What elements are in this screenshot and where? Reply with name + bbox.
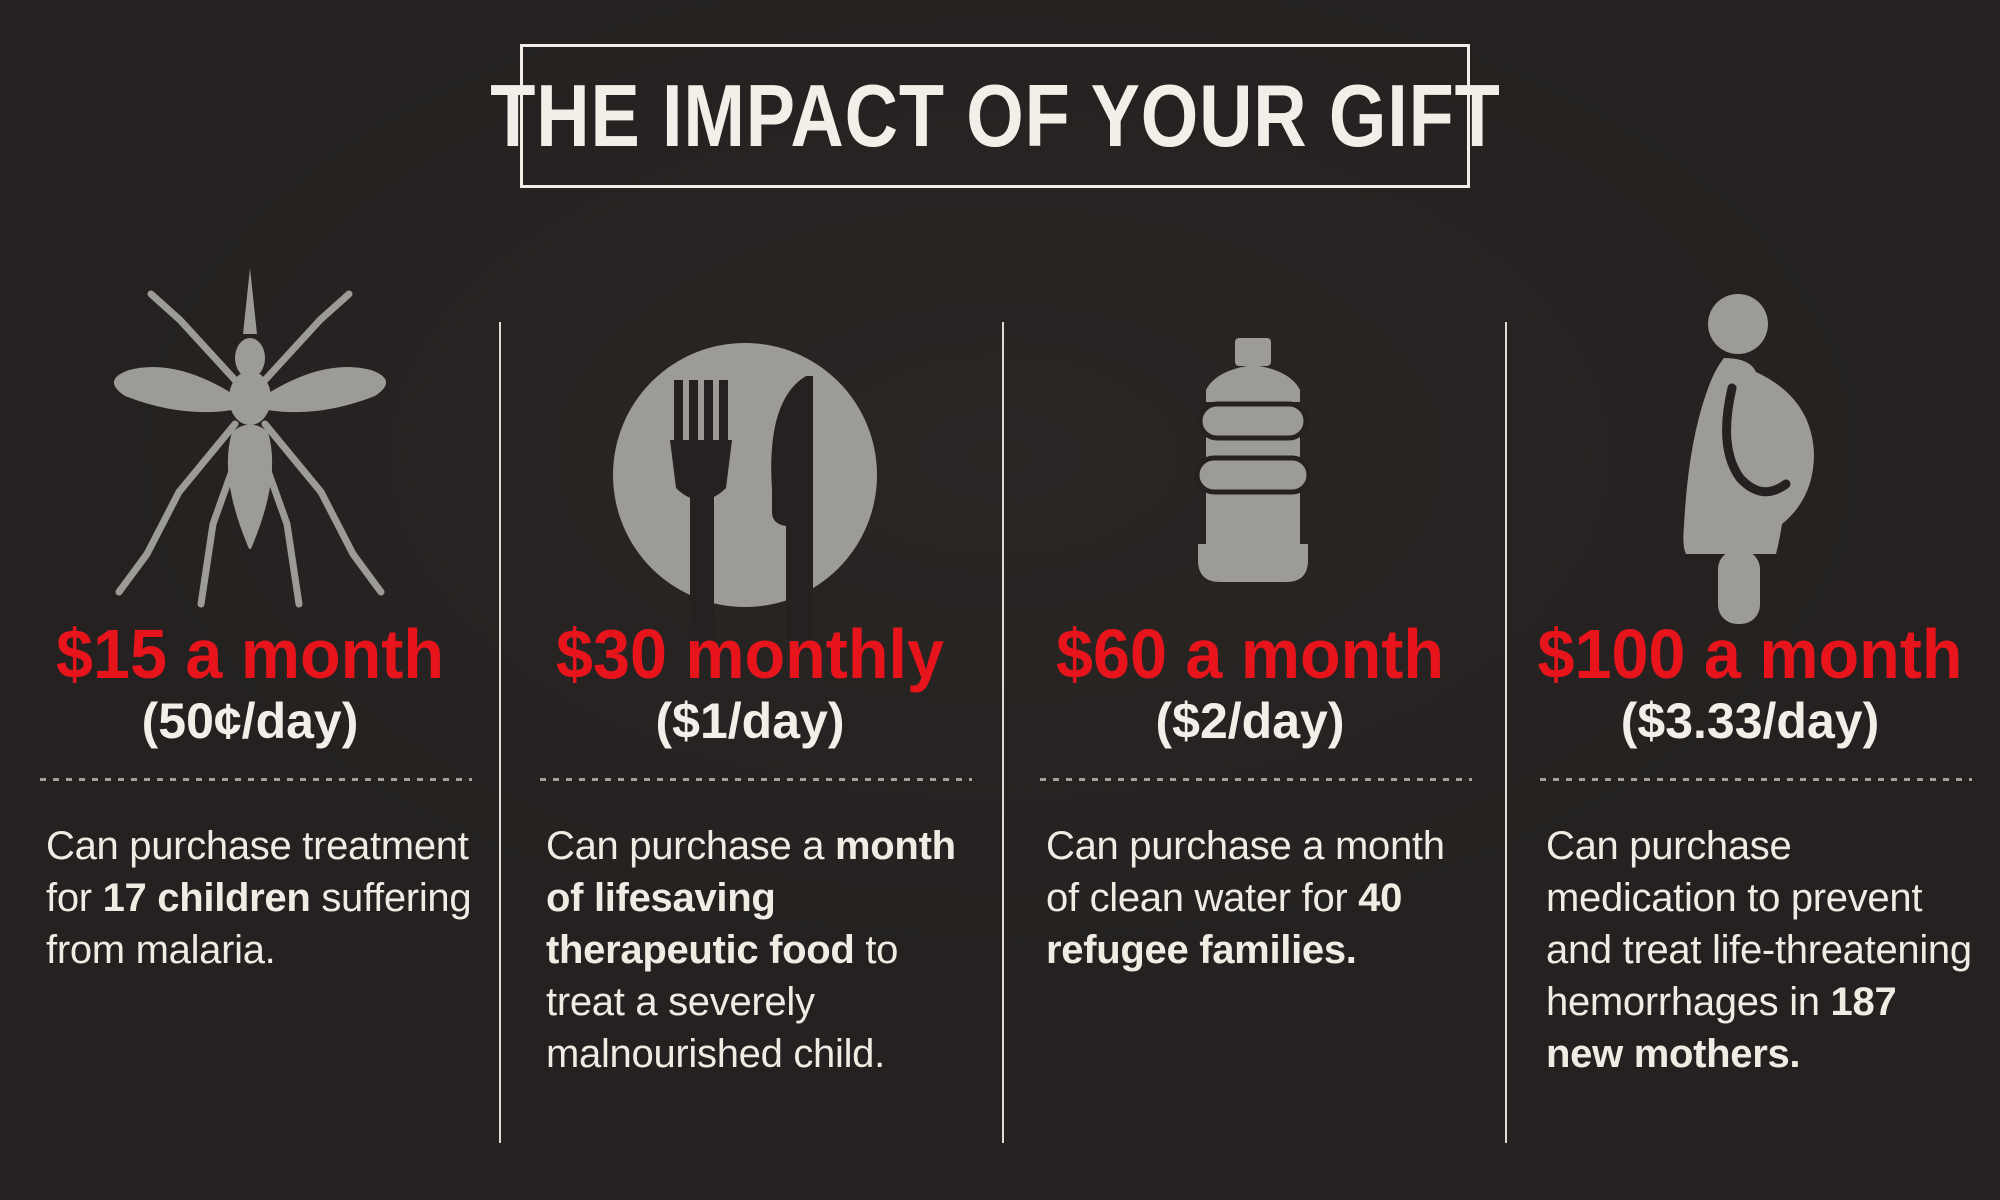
tier-description: Can purchase a month of clean water for … (1046, 824, 1445, 972)
dotted-divider (540, 778, 972, 781)
mosquito-icon (95, 262, 405, 622)
donation-tier-column-30: $30 monthly ($1/day) Can purchase a mont… (500, 0, 1000, 1200)
column-divider-line (499, 322, 501, 1143)
page-title: THE IMPACT OF YOUR GIFT (489, 66, 1501, 165)
per-day-subheading: ($1/day) (655, 693, 845, 749)
donation-tier-column-60: $60 a month ($2/day) Can purchase a mont… (1000, 0, 1500, 1200)
tier-description: Can purchase medication to prevent and t… (1546, 824, 1972, 1076)
pregnant-woman-icon (1662, 286, 1842, 626)
food-plate-icon (610, 340, 880, 640)
amount-heading: $100 a month (1537, 615, 1963, 693)
per-day-subheading: ($3.33/day) (1620, 693, 1880, 749)
dotted-divider (40, 778, 472, 781)
tier-description: Can purchase a month of lifesaving thera… (546, 824, 956, 1076)
column-divider-line (1505, 322, 1507, 1143)
title-box: THE IMPACT OF YOUR GIFT (490, 44, 1499, 188)
column-divider-line (1002, 322, 1004, 1143)
donation-tier-column-15: $15 a month (50¢/day) Can purchase treat… (0, 0, 500, 1200)
donation-tier-column-100: $100 a month ($3.33/day) Can purchase me… (1500, 0, 2000, 1200)
per-day-subheading: ($2/day) (1155, 693, 1345, 749)
amount-heading: $30 monthly (555, 615, 945, 693)
dotted-divider (1540, 778, 1972, 781)
water-jug-icon (1178, 332, 1328, 584)
tier-description: Can purchase treatment for 17 children s… (46, 824, 472, 972)
amount-heading: $15 a month (55, 615, 445, 693)
amount-heading: $60 a month (1055, 615, 1445, 693)
per-day-subheading: (50¢/day) (141, 693, 359, 749)
dotted-divider (1040, 778, 1472, 781)
